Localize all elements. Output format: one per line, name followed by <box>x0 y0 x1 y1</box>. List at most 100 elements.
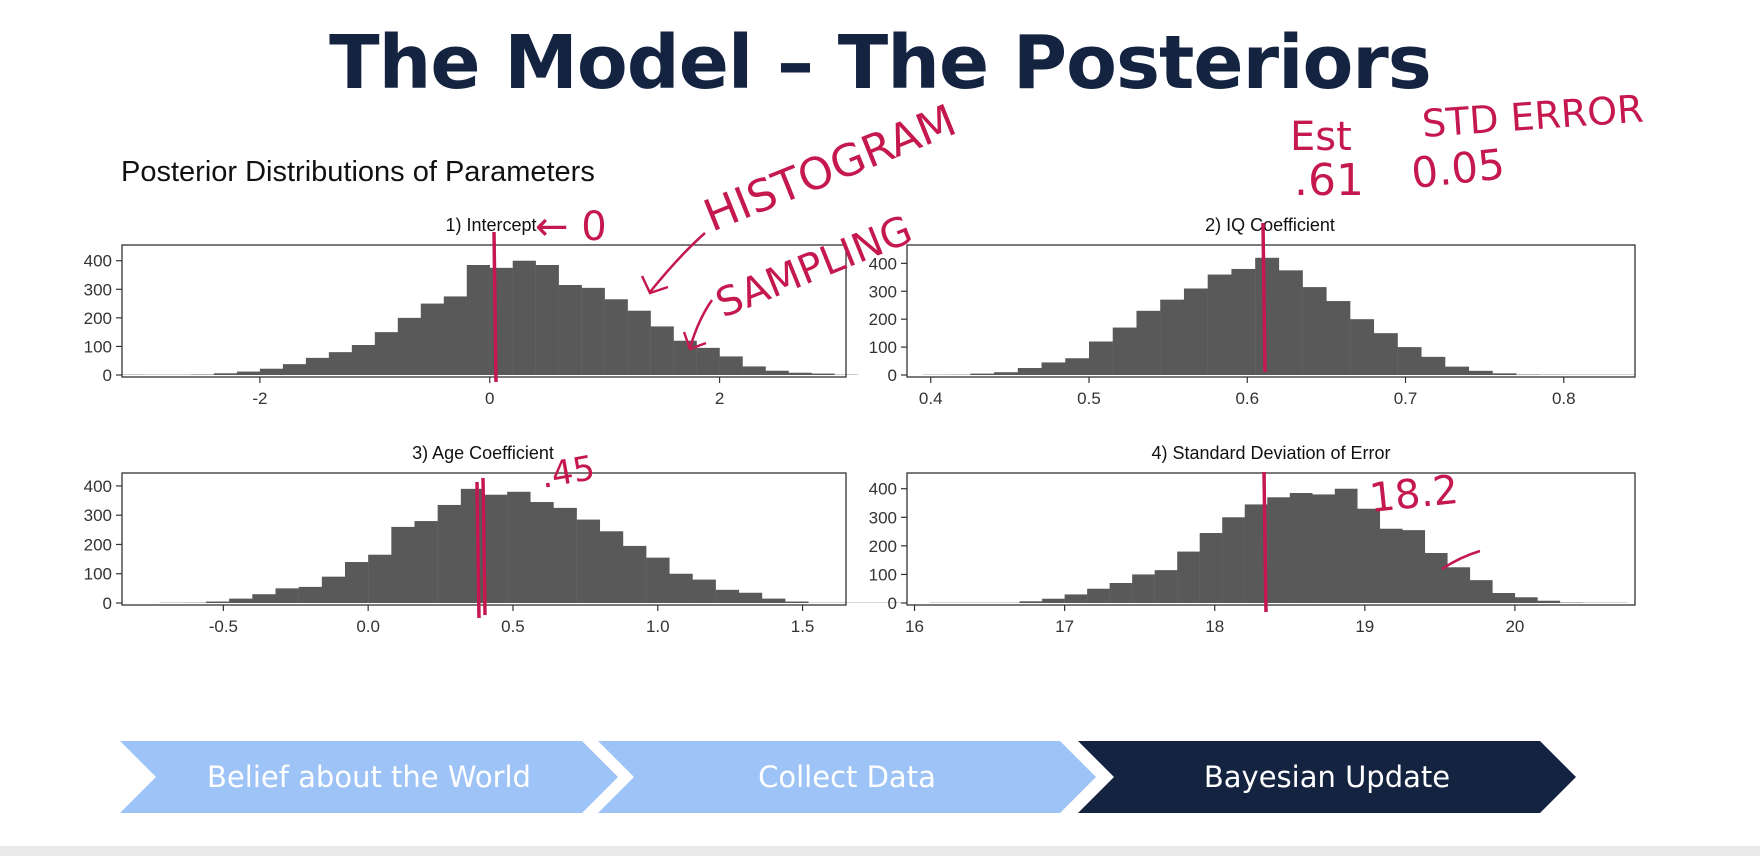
histogram-bar <box>1514 597 1538 603</box>
histogram-bar <box>1199 533 1223 603</box>
histogram-bar <box>765 370 789 375</box>
annotation-est-label: Est <box>1290 114 1352 160</box>
x-tick-label: 0.7 <box>1394 389 1418 408</box>
histogram-bar <box>1109 583 1133 603</box>
histogram-bar <box>213 373 238 375</box>
histogram-bar <box>970 373 995 375</box>
x-tick-label: 0.0 <box>356 617 380 636</box>
histogram-bar <box>144 374 169 375</box>
x-tick-label: 0.8 <box>1552 389 1576 408</box>
x-tick-label: 20 <box>1505 617 1524 636</box>
histogram-bar <box>275 588 299 603</box>
histogram-bar <box>535 265 559 375</box>
histogram-bar <box>599 531 624 603</box>
histogram-bar <box>1469 580 1493 603</box>
histogram-bar <box>252 594 276 603</box>
histogram-bar <box>1017 368 1042 375</box>
histogram-bar <box>1064 594 1088 603</box>
annotation-intercept-note: ← 0 <box>535 204 607 250</box>
histogram-bar <box>738 592 763 603</box>
plot-frame <box>906 244 1636 378</box>
histogram-bar <box>1255 257 1280 375</box>
annotation-se-value: 0.05 <box>1409 139 1507 198</box>
histogram-bar <box>397 317 421 375</box>
histogram-bar <box>1087 588 1110 603</box>
histogram-bar <box>414 521 438 603</box>
y-tick-label: 400 <box>869 480 897 499</box>
histogram-bar <box>259 368 284 375</box>
y-tick-label: 400 <box>84 477 112 496</box>
histogram-bar <box>530 502 554 603</box>
chevron-shape <box>598 741 1096 813</box>
histogram-bar <box>437 504 462 603</box>
histogram-bar <box>1222 517 1245 603</box>
x-tick-label: 2 <box>715 389 724 408</box>
histogram-bar <box>1559 602 1583 603</box>
estimate-mark <box>1261 222 1267 373</box>
histogram-bar <box>344 562 369 603</box>
histogram-bar <box>623 545 647 603</box>
process-step-label: Belief about the World <box>207 760 531 794</box>
chart-title: 4) Standard Deviation of Error <box>1151 443 1390 463</box>
x-tick-label: 0.4 <box>919 389 943 408</box>
y-tick-label: 200 <box>84 309 112 328</box>
histogram-bar <box>719 356 743 375</box>
histogram-bar <box>1244 504 1268 603</box>
histogram-bar <box>692 579 716 603</box>
annotation-age-value: .45 <box>538 448 598 497</box>
process-step-label: Bayesian Update <box>1204 760 1450 794</box>
histogram-bar <box>788 372 812 375</box>
y-tick-label: 300 <box>869 508 897 527</box>
histogram-bar <box>1492 373 1517 375</box>
y-tick-label: 0 <box>103 366 112 385</box>
histogram-bar <box>808 602 832 603</box>
y-tick-label: 400 <box>84 252 112 271</box>
y-tick-label: 300 <box>84 280 112 299</box>
histogram-bar <box>831 602 855 603</box>
chart-title: 1) Intercept <box>445 215 536 235</box>
tail-stroke <box>1441 549 1481 571</box>
y-tick-label: 0 <box>888 594 897 613</box>
histogram-bar <box>1350 319 1375 375</box>
histogram-bar <box>1019 601 1043 603</box>
y-tick-label: 0 <box>888 366 897 385</box>
histogram-bar <box>1177 551 1200 603</box>
chevron-shape <box>120 741 618 813</box>
estimate-mark <box>475 481 481 619</box>
histogram-bar <box>1041 362 1066 375</box>
histogram-bar <box>328 352 353 375</box>
histogram-bar <box>1089 341 1113 375</box>
estimate-mark <box>492 231 498 383</box>
histogram-bar <box>122 374 146 375</box>
arrow-icon <box>649 232 706 293</box>
chart-panel-2: 2) IQ Coefficient 0 100 200 300 400 0.4 0.5 0.6 0… <box>869 215 1636 408</box>
histogram-bar <box>715 589 740 603</box>
histogram-bar <box>159 602 184 603</box>
histogram-bar <box>854 602 879 603</box>
x-tick-label: 0 <box>485 389 494 408</box>
histogram-bar <box>167 374 192 375</box>
histogram-bar <box>922 374 947 375</box>
histogram-bar <box>974 602 998 603</box>
histogram-bar <box>929 602 953 603</box>
histogram-bar <box>391 526 415 603</box>
histogram-bar <box>1373 333 1398 375</box>
histogram-bar <box>1231 268 1256 375</box>
histogram-bar <box>351 345 376 375</box>
histogram-bar <box>650 326 674 375</box>
histogram-bar <box>282 364 307 375</box>
x-tick-label: 18 <box>1205 617 1224 636</box>
histogram-bar <box>576 519 601 603</box>
x-tick-label: -0.5 <box>209 617 238 636</box>
histogram-bar <box>1302 287 1327 375</box>
histogram-bar <box>1183 288 1208 375</box>
x-tick-label: 17 <box>1055 617 1074 636</box>
histogram-bar <box>604 299 628 375</box>
plot-frame <box>121 244 847 378</box>
histogram-bar <box>368 554 392 603</box>
x-tick-label: 1.0 <box>646 617 670 636</box>
arrowhead-icon <box>640 275 669 295</box>
histogram-bar <box>1289 493 1313 603</box>
figure-title: Posterior Distributions of Parameters <box>121 156 595 188</box>
histogram-bar <box>1537 600 1561 603</box>
